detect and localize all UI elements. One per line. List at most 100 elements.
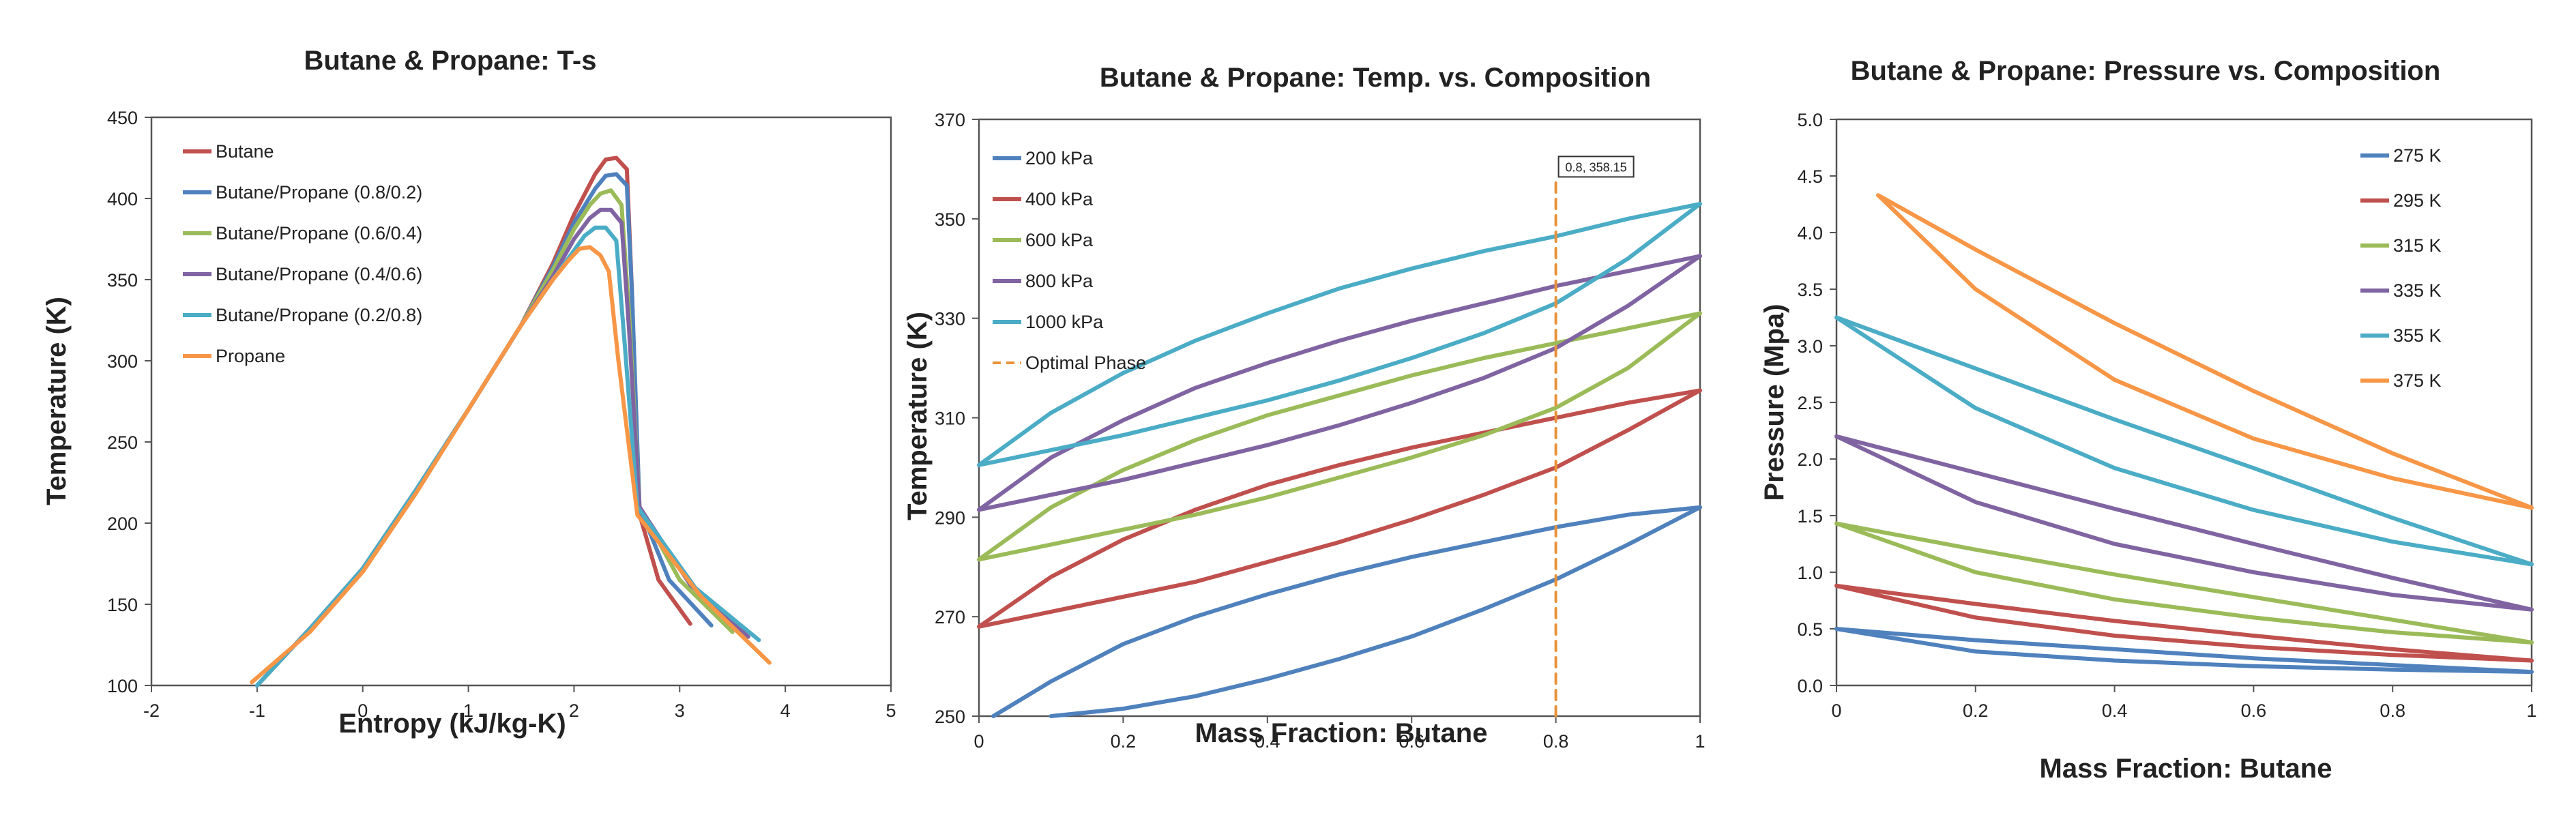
- series-line-400-kpa: [977, 388, 1702, 629]
- x-axis-label: Mass Fraction: Butane: [1195, 718, 1488, 748]
- chart-title: Butane & Propane: T-s: [304, 46, 597, 76]
- x-tick-label: 4: [780, 700, 791, 721]
- legend-label: Optimal Phase: [1025, 353, 1146, 373]
- series-line-295-k: [1834, 583, 2534, 663]
- legend: Butane Butane/Propane (0.8/0.2) Butane/Pro…: [183, 141, 422, 366]
- series-line-600-kpa: [977, 311, 1702, 562]
- x-tick-label: 1: [1695, 731, 1705, 752]
- annotation-box: [1557, 156, 1635, 178]
- y-tick-label: 200: [107, 514, 138, 534]
- y-tick-label: 330: [935, 309, 965, 329]
- x-axis-label: Entropy (kJ/kg-K): [338, 709, 566, 739]
- x-tick-label: 0.2: [1963, 700, 1989, 721]
- y-tick-label: 450: [107, 108, 138, 128]
- series-line-200-kpa: [991, 505, 1702, 718]
- y-tick-label: 400: [107, 189, 138, 209]
- chart-panel-2: Butane & Propane: Temp. vs. Composition 0…: [903, 63, 1706, 752]
- y-tick-label: 4.0: [1797, 223, 1823, 243]
- y-tick-label: 2.5: [1797, 393, 1823, 413]
- chart-title: Butane & Propane: Pressure vs. Compositi…: [1851, 56, 2441, 86]
- series-line-800-kpa: [977, 254, 1702, 512]
- y-tick-label: 300: [107, 351, 138, 372]
- x-tick-label: 0.4: [2102, 700, 2128, 721]
- y-tick-label: 2.0: [1797, 449, 1823, 470]
- y-tick-label: 4.5: [1797, 166, 1823, 187]
- series-line-275-k: [1834, 627, 2534, 675]
- x-tick-label: 0: [974, 731, 984, 752]
- y-tick-label: 250: [935, 707, 965, 727]
- y-axis-label: Pressure (Mpa): [1759, 304, 1789, 501]
- y-tick-label: 100: [107, 676, 138, 696]
- legend-label: 400 kPa: [1025, 189, 1094, 209]
- y-tick-label: 270: [935, 607, 965, 627]
- x-tick-label: 2: [569, 700, 579, 721]
- y-tick-label: 290: [935, 507, 965, 528]
- x-tick-label: 0.6: [2241, 700, 2267, 721]
- legend-label: 355 K: [2393, 325, 2442, 346]
- series-line-335-k: [1834, 434, 2534, 612]
- legend-label: 1000 kPa: [1025, 312, 1104, 332]
- series-line-propane: [250, 245, 772, 685]
- series-line-200-kpa: [1049, 505, 1702, 718]
- legend-label: 375 K: [2393, 370, 2442, 391]
- series-line-315-k: [1834, 521, 2534, 645]
- x-tick-label: 0.6: [1399, 731, 1424, 752]
- y-axis-label: Temperature (K): [42, 297, 72, 505]
- y-axis-label: Temperature (K): [903, 312, 933, 520]
- y-tick-label: 1.0: [1797, 563, 1823, 583]
- x-tick-label: 1: [463, 700, 473, 721]
- legend-label: 600 kPa: [1025, 230, 1094, 250]
- y-tick-label: 370: [935, 110, 965, 130]
- legend: 275 K 295 K 315 K 335 K 355 K 375 K: [2360, 145, 2442, 391]
- series-line-1000-kpa: [977, 202, 1702, 467]
- series-line-355-k: [1834, 315, 2534, 567]
- legend-label: 800 kPa: [1025, 271, 1094, 291]
- chart-panel-3: Butane & Propane: Pressure vs. Compositi…: [1759, 56, 2537, 784]
- series-line-400-kpa: [977, 388, 1702, 629]
- x-tick-label: 3: [675, 700, 685, 721]
- x-tick-label: 0: [357, 700, 368, 721]
- data-point-annotation: 0.8, 358.15: [1557, 156, 1635, 178]
- series-line-355-k: [1834, 315, 2534, 567]
- chart-title: Butane & Propane: Temp. vs. Composition: [1100, 63, 1651, 93]
- series-line-800-kpa: [977, 254, 1702, 512]
- series-line-275-k: [1834, 627, 2534, 675]
- y-tick-label: 350: [107, 270, 138, 291]
- series-line-375-k: [1876, 193, 2534, 510]
- legend-label: 335 K: [2393, 280, 2442, 301]
- y-tick-label: 350: [935, 209, 965, 230]
- legend-label: Butane/Propane (0.4/0.6): [216, 264, 422, 284]
- legend: 200 kPa 400 kPa 600 kPa 800 kPa 1000 kPa Opti…: [993, 148, 1146, 373]
- x-tick-label: -1: [249, 700, 265, 721]
- x-tick-label: 0.4: [1255, 731, 1280, 752]
- y-tick-label: 1.5: [1797, 506, 1823, 527]
- legend-label: 275 K: [2393, 145, 2442, 166]
- y-tick-label: 150: [107, 595, 138, 615]
- x-tick-label: 0.8: [2380, 700, 2405, 721]
- x-axis-label: Mass Fraction: Butane: [2040, 754, 2332, 784]
- legend-label: 295 K: [2393, 190, 2442, 211]
- series-line-600-kpa: [977, 311, 1702, 562]
- legend-label: Butane/Propane (0.2/0.8): [216, 305, 422, 325]
- x-tick-label: 0: [1831, 700, 1841, 721]
- plot-area: [150, 116, 892, 687]
- y-tick-label: 250: [107, 432, 138, 453]
- y-tick-label: 0.0: [1797, 676, 1823, 696]
- x-tick-label: 1: [2526, 700, 2536, 721]
- legend-label: 315 K: [2393, 235, 2442, 256]
- series-line-315-k: [1834, 521, 2534, 645]
- x-tick-label: 0.2: [1111, 731, 1137, 752]
- x-tick-label: -2: [143, 700, 160, 721]
- y-tick-label: 3.0: [1797, 336, 1823, 357]
- y-tick-label: 3.5: [1797, 280, 1823, 300]
- y-tick-label: 310: [935, 409, 965, 429]
- legend-label: Butane/Propane (0.6/0.4): [216, 223, 422, 243]
- series-line-295-k: [1834, 583, 2534, 663]
- legend-label: Propane: [216, 346, 285, 366]
- y-tick-label: 5.0: [1797, 110, 1823, 130]
- legend-label: Butane: [216, 141, 274, 162]
- x-tick-label: 0.8: [1543, 731, 1569, 752]
- y-tick-label: 0.5: [1797, 619, 1823, 640]
- series-line-335-k: [1834, 434, 2534, 612]
